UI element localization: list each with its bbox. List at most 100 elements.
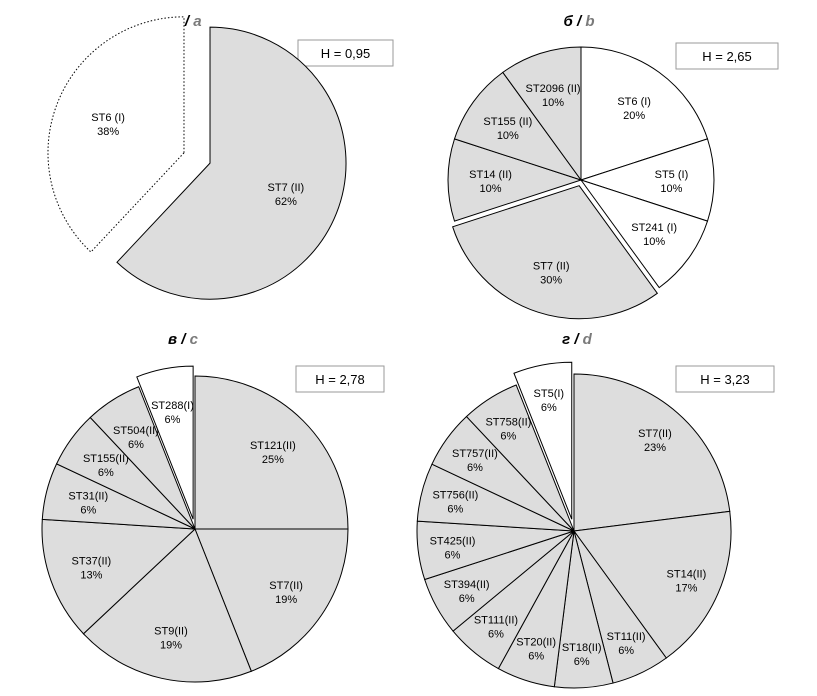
pie-panel-d: г / d H = 3,23 ST7(II) 23% ST14(II) 17% ST11(I… <box>416 331 775 689</box>
panel-title-lat: d <box>583 331 593 348</box>
slice-percent-d-9: 6% <box>467 462 483 474</box>
slice-label-d-7: ST425(II) <box>430 535 476 547</box>
slice-label-d-6: ST394(II) <box>444 579 490 591</box>
slice-percent-c-4: 6% <box>80 505 96 517</box>
panel-title-cyr: в <box>168 331 177 348</box>
pie-slice-b-6 <box>502 46 582 182</box>
slice-label-c-2: ST9(II) <box>154 626 188 638</box>
pie-slice-a-1 <box>47 16 185 253</box>
diversity-index-label: H = 0,95 <box>321 46 371 61</box>
slice-label-b-0: ST6 (I) <box>617 96 651 108</box>
panel-title-d: г / d <box>562 331 593 348</box>
pie-slice-d-10 <box>465 384 575 532</box>
slice-percent-d-10: 6% <box>500 431 516 443</box>
pie-slice-c-7 <box>136 365 194 520</box>
slice-percent-c-2: 19% <box>160 640 182 652</box>
slice-percent-a-0: 62% <box>275 196 297 208</box>
pie-slice-c-3 <box>41 518 197 635</box>
slice-label-d-0: ST7(II) <box>638 428 672 440</box>
diversity-index-box <box>675 365 775 393</box>
slice-percent-b-1: 10% <box>660 183 682 195</box>
slice-label-d-5: ST111(II) <box>474 614 518 626</box>
pie-slice-c-2 <box>82 528 252 683</box>
diversity-index-label: H = 2,65 <box>702 49 752 64</box>
pie-slice-b-0 <box>580 46 709 181</box>
slice-percent-b-6: 10% <box>542 97 564 109</box>
diversity-index-label: H = 2,78 <box>315 372 365 387</box>
slice-label-d-4: ST20(II) <box>516 636 556 648</box>
slice-percent-c-5: 6% <box>98 467 114 479</box>
slice-label-d-9: ST757(II) <box>452 448 498 460</box>
slice-percent-d-2: 6% <box>618 645 634 657</box>
slice-label-c-7: ST288(I) <box>151 400 194 412</box>
slice-label-a-1: ST6 (I) <box>91 112 125 124</box>
pie-slice-c-1 <box>194 528 349 672</box>
slice-label-c-6: ST504(II) <box>113 425 159 437</box>
slice-label-c-0: ST121(II) <box>250 440 296 452</box>
diversity-index-label: H = 3,23 <box>700 372 750 387</box>
slice-percent-d-5: 6% <box>488 628 504 640</box>
slice-label-c-1: ST7(II) <box>269 580 303 592</box>
panel-title-lat: a <box>193 13 201 30</box>
slice-label-d-3: ST18(II) <box>562 642 602 654</box>
slice-percent-c-6: 6% <box>128 439 144 451</box>
pie-slice-d-1 <box>573 510 732 659</box>
pie-slice-b-1 <box>579 138 715 222</box>
pie-slice-c-0 <box>194 375 349 530</box>
diversity-index-box <box>675 42 779 70</box>
slice-percent-d-3: 6% <box>574 656 590 668</box>
slice-percent-d-7: 6% <box>445 549 461 561</box>
pie-slice-b-3 <box>452 185 659 320</box>
pie-slice-a-0 <box>116 26 347 300</box>
slice-percent-c-7: 6% <box>165 414 181 426</box>
panel-title-sep: / <box>570 331 583 348</box>
slice-percent-d-4: 6% <box>528 650 544 662</box>
pie-slice-c-6 <box>89 386 196 530</box>
slice-label-c-3: ST37(II) <box>71 555 111 567</box>
slice-label-b-5: ST155 (II) <box>483 116 532 128</box>
slice-percent-c-1: 19% <box>275 594 297 606</box>
slice-label-d-10: ST758(II) <box>485 417 531 429</box>
slice-percent-b-3: 30% <box>540 275 562 287</box>
slice-percent-b-5: 10% <box>497 130 519 142</box>
slice-label-b-3: ST7 (II) <box>533 261 570 273</box>
slice-label-b-6: ST2096 (II) <box>526 83 581 95</box>
slice-label-d-8: ST756(II) <box>432 490 478 502</box>
panel-title-lat: b <box>585 13 594 30</box>
slice-label-b-4: ST14 (II) <box>469 169 512 181</box>
slice-percent-a-1: 38% <box>97 126 119 138</box>
slice-percent-c-3: 13% <box>80 569 102 581</box>
slice-label-a-0: ST7 (II) <box>268 182 305 194</box>
pie-slice-d-11 <box>513 361 573 520</box>
pie-panel-c: в / c H = 2,78 ST121(II) 25% ST7(II) 19% ST9(I… <box>41 331 385 683</box>
slice-percent-b-4: 10% <box>480 183 502 195</box>
panel-title-b: б / b <box>564 13 595 30</box>
slice-percent-b-2: 10% <box>643 236 665 248</box>
slice-label-b-2: ST241 (I) <box>631 222 677 234</box>
slice-percent-c-0: 25% <box>262 454 284 466</box>
slice-label-c-4: ST31(II) <box>68 491 108 503</box>
pie-panel-b: б / b H = 2,65 ST6 (I) 20% ST5 (I) 10% ST241 (… <box>447 13 779 320</box>
slice-percent-b-0: 20% <box>623 110 645 122</box>
pie-slice-d-0 <box>573 373 731 532</box>
panel-title-cyr: г <box>562 331 570 348</box>
slice-label-d-1: ST14(II) <box>667 569 707 581</box>
diversity-index-box <box>295 365 385 393</box>
pie-slice-b-2 <box>579 179 709 289</box>
panel-title-lat: c <box>190 331 199 348</box>
slice-percent-d-0: 23% <box>644 442 666 454</box>
slice-label-c-5: ST155(II) <box>83 453 129 465</box>
diversity-index-box <box>297 39 394 67</box>
panel-title-c: в / c <box>168 331 199 348</box>
pie-slice-b-4 <box>447 138 583 222</box>
slice-label-d-2: ST11(II) <box>607 631 646 643</box>
panel-title-cyr: б <box>564 13 574 30</box>
slice-label-d-11: ST5(I) <box>534 388 565 400</box>
slice-percent-d-6: 6% <box>459 593 475 605</box>
panel-title-sep: / <box>573 13 586 30</box>
slice-percent-d-8: 6% <box>447 504 463 516</box>
slice-percent-d-1: 17% <box>675 583 697 595</box>
pie-slice-b-5 <box>453 71 583 181</box>
